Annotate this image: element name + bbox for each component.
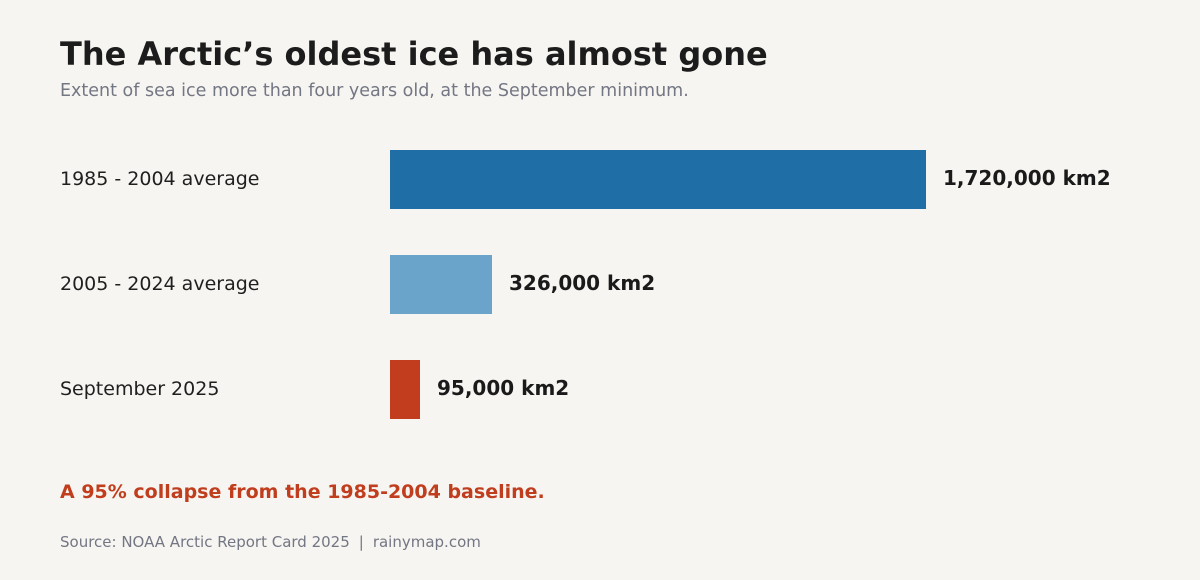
category-label: 2005 - 2024 average: [60, 273, 259, 295]
source-text: Source: NOAA Arctic Report Card 2025: [60, 533, 350, 551]
value-label: 95,000 km2: [437, 376, 569, 400]
bar: [390, 150, 926, 209]
bar: [390, 255, 492, 314]
bar: [390, 360, 420, 419]
chart-footer: Source: NOAA Arctic Report Card 2025 | rai…: [60, 531, 481, 553]
category-label: 1985 - 2004 average: [60, 168, 259, 190]
bar-chart-svg: 1985 - 2004 average 1,720,000 km2 2005 - 2…: [60, 150, 1111, 419]
chart-title: The Arctic’s oldest ice has almost gone: [60, 35, 768, 73]
chart-subtitle: Extent of sea ice more than four years o…: [60, 81, 689, 101]
chart-annotation: A 95% collapse from the 1985-2004 baseli…: [60, 481, 545, 503]
credit-link[interactable]: rainymap.com: [372, 533, 481, 551]
value-label: 1,720,000 km2: [943, 166, 1111, 190]
category-label: September 2025: [60, 378, 219, 400]
footer-separator: |: [358, 533, 364, 551]
value-label: 326,000 km2: [509, 271, 655, 295]
